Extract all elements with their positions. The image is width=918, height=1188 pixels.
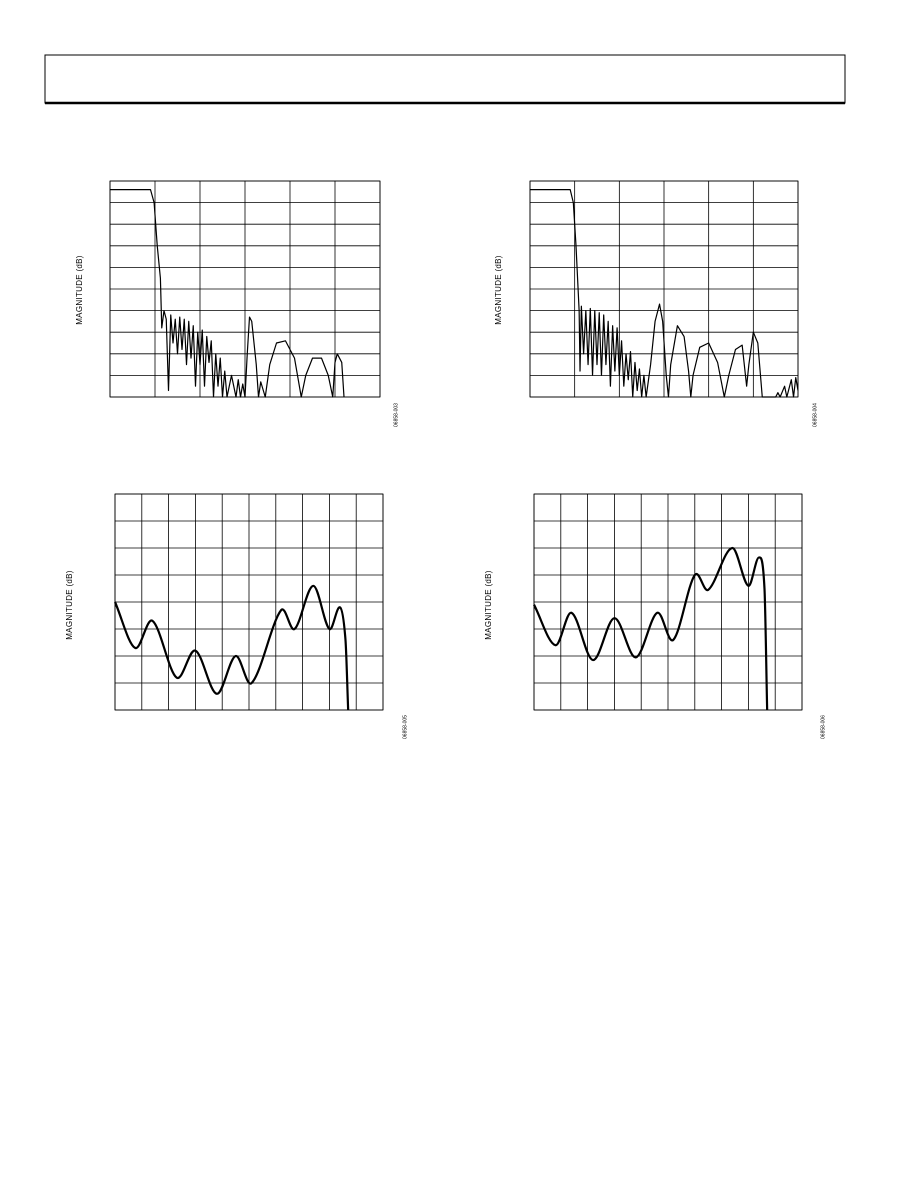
- figure-code: 06858-004: [812, 403, 818, 427]
- y-axis-label: MAGNITUDE (dB): [65, 570, 74, 640]
- header-box: [44, 54, 846, 104]
- figure-code: 06858-005: [402, 715, 408, 739]
- y-axis-label: MAGNITUDE (dB): [75, 255, 84, 325]
- response-curve: [530, 189, 799, 398]
- response-curve: [110, 189, 345, 398]
- response-curve: [113, 584, 350, 711]
- response-curve: [533, 546, 769, 711]
- figure-code: 06858-003: [393, 403, 399, 427]
- y-axis-label: MAGNITUDE (dB): [484, 570, 493, 640]
- figure-code: 06858-006: [820, 715, 826, 739]
- y-axis-label: MAGNITUDE (dB): [494, 255, 503, 325]
